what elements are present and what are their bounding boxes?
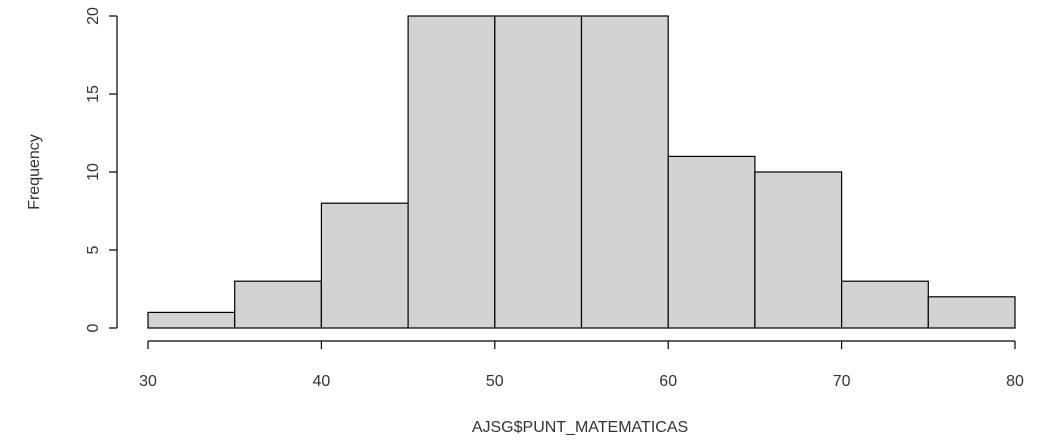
y-tick-label: 0 — [85, 323, 102, 332]
y-tick-label: 15 — [85, 85, 102, 103]
histogram-bar-60-65 — [667, 155, 756, 329]
histogram-bar-30-35 — [147, 311, 236, 329]
x-axis-title: AJSG$PUNT_MATEMATICAS — [472, 419, 688, 436]
histogram-bar-35-40 — [234, 280, 322, 329]
x-tick-label: 40 — [313, 373, 331, 390]
y-axis-title: Frequency — [26, 134, 43, 210]
x-tick-label: 80 — [1006, 373, 1024, 390]
y-tick-label: 5 — [85, 245, 102, 254]
histogram-bar-45-50 — [407, 15, 496, 329]
y-tick-label: 20 — [85, 7, 102, 25]
histogram-bar-55-60 — [580, 15, 669, 329]
x-tick-label: 60 — [659, 373, 677, 390]
histogram-bars — [147, 15, 1016, 329]
y-tick-label: 10 — [85, 163, 102, 181]
histogram-bar-70-75 — [840, 280, 929, 329]
x-tick-label: 70 — [833, 373, 851, 390]
x-tick-label: 50 — [486, 373, 504, 390]
histogram-bar-65-70 — [754, 171, 843, 329]
y-axis: 0 5 10 15 20 — [85, 7, 118, 332]
histogram-bar-50-55 — [494, 15, 583, 329]
histogram-bar-75-80 — [927, 296, 1016, 329]
x-tick-label: 30 — [139, 373, 157, 390]
histogram-bar-40-45 — [320, 202, 409, 329]
x-axis: 30 40 50 60 70 80 — [139, 340, 1024, 390]
